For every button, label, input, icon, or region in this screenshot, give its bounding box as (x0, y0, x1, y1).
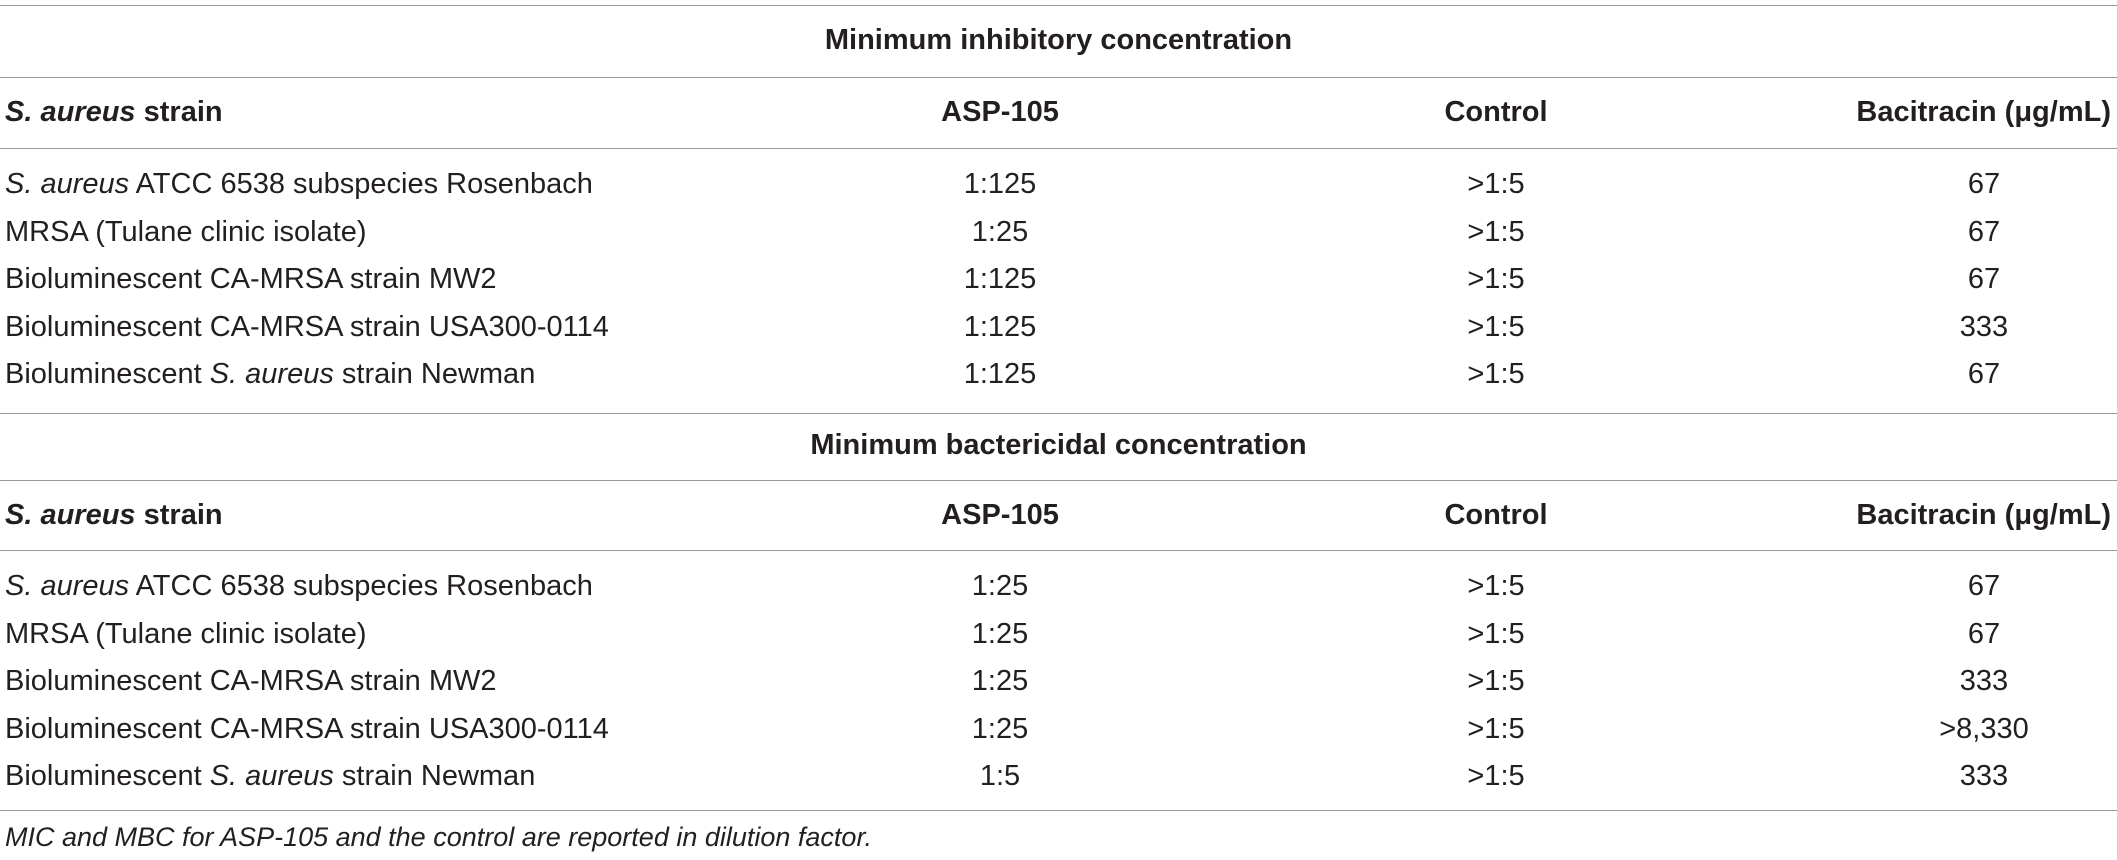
bacitracin-cell: 67 (1967, 358, 2001, 390)
control-cell: >1:5 (1467, 358, 1525, 390)
control-cell: >1:5 (1467, 760, 1525, 792)
column-header-bacitracin: Bacitracin (μg/mL) (1856, 96, 2111, 128)
column-header-asp105: ASP-105 (941, 96, 1059, 128)
control-cell: >1:5 (1467, 216, 1525, 248)
strain-cell: Bioluminescent S. aureus strain Newman (5, 760, 536, 792)
strain-cell: Bioluminescent CA-MRSA strain MW2 (5, 263, 497, 295)
bacitracin-cell: 67 (1967, 618, 2001, 650)
column-header-strain: S. aureus strain (5, 96, 223, 128)
header-rule (0, 148, 2117, 149)
asp105-cell: 1:125 (963, 168, 1037, 200)
strain-cell: S. aureus ATCC 6538 subspecies Rosenbach (5, 168, 593, 200)
asp105-cell: 1:5 (979, 760, 1021, 792)
bacitracin-cell: >8,330 (1939, 713, 2029, 745)
bacitracin-cell: 67 (1967, 570, 2001, 602)
strain-cell: Bioluminescent CA-MRSA strain MW2 (5, 665, 497, 697)
asp105-cell: 1:25 (971, 216, 1029, 248)
header-rule (0, 550, 2117, 551)
strain-cell: S. aureus ATCC 6538 subspecies Rosenbach (5, 570, 593, 602)
control-cell: >1:5 (1467, 570, 1525, 602)
column-header-bacitracin: Bacitracin (μg/mL) (1856, 499, 2111, 531)
asp105-cell: 1:125 (963, 311, 1037, 343)
bacitracin-cell: 333 (1959, 760, 2009, 792)
asp105-cell: 1:25 (971, 618, 1029, 650)
section-title-mic: Minimum inhibitory concentration (824, 24, 1293, 56)
control-cell: >1:5 (1467, 168, 1525, 200)
bacitracin-cell: 67 (1967, 168, 2001, 200)
control-cell: >1:5 (1467, 263, 1525, 295)
control-cell: >1:5 (1467, 665, 1525, 697)
asp105-cell: 1:125 (963, 358, 1037, 390)
table-footnote: MIC and MBC for ASP-105 and the control … (5, 822, 872, 852)
bottom-rule (0, 810, 2117, 811)
section-title-mbc: Minimum bactericidal concentration (810, 429, 1307, 461)
bacitracin-cell: 333 (1959, 311, 2009, 343)
strain-cell: MRSA (Tulane clinic isolate) (5, 216, 367, 248)
bacitracin-cell: 67 (1967, 216, 2001, 248)
column-header-control: Control (1444, 96, 1548, 128)
asp105-cell: 1:25 (971, 665, 1029, 697)
strain-cell: Bioluminescent S. aureus strain Newman (5, 358, 536, 390)
asp105-cell: 1:25 (971, 570, 1029, 602)
section-rule (0, 413, 2117, 414)
control-cell: >1:5 (1467, 713, 1525, 745)
asp105-cell: 1:125 (963, 263, 1037, 295)
column-header-strain: S. aureus strain (5, 499, 223, 531)
bacitracin-cell: 67 (1967, 263, 2001, 295)
control-cell: >1:5 (1467, 618, 1525, 650)
strain-cell: Bioluminescent CA-MRSA strain USA300-011… (5, 311, 609, 343)
strain-cell: MRSA (Tulane clinic isolate) (5, 618, 367, 650)
asp105-cell: 1:25 (971, 713, 1029, 745)
column-header-asp105: ASP-105 (941, 499, 1059, 531)
top-rule (0, 5, 2117, 6)
bacitracin-cell: 333 (1959, 665, 2009, 697)
section-rule (0, 77, 2117, 78)
section-rule (0, 480, 2117, 481)
control-cell: >1:5 (1467, 311, 1525, 343)
strain-cell: Bioluminescent CA-MRSA strain USA300-011… (5, 713, 609, 745)
column-header-control: Control (1444, 499, 1548, 531)
